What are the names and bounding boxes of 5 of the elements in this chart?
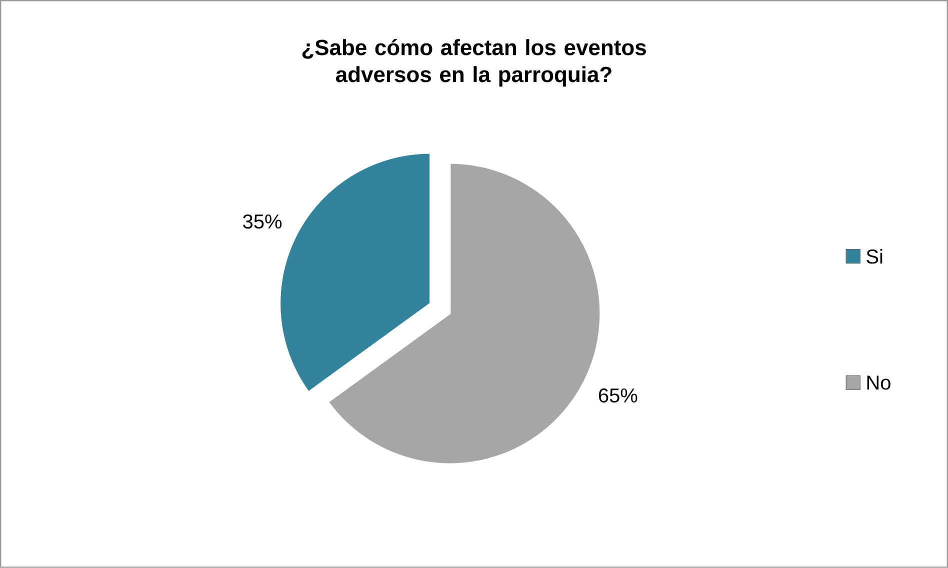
legend-label: No — [867, 376, 890, 390]
data-label: 65% — [598, 388, 638, 403]
chart-title: ¿Sabe cómo afectan los eventos adversos en la parroquia? — [302, 39, 646, 87]
legend-label: Si — [866, 249, 882, 264]
data-label: 35% — [243, 214, 282, 229]
